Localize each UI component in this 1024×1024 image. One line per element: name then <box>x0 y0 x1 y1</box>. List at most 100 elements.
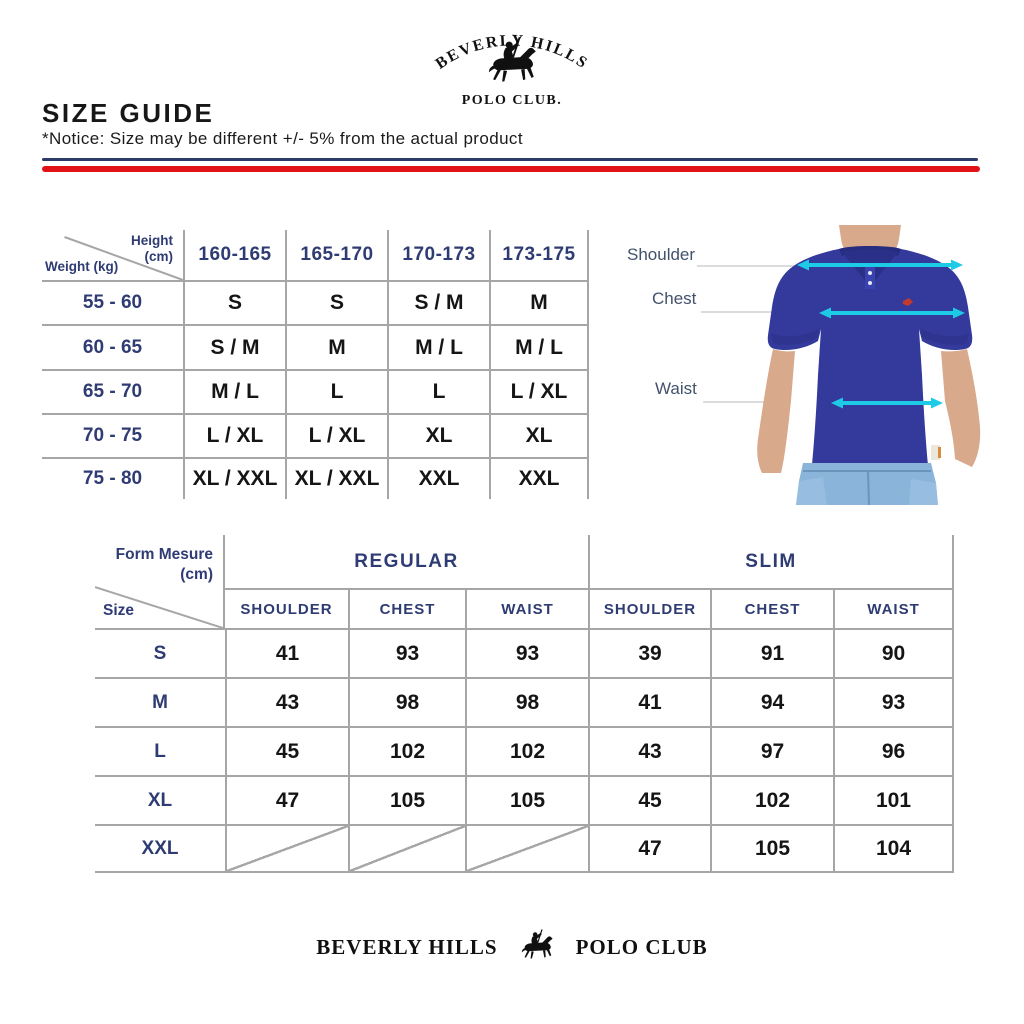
measure-cell: 47 <box>225 775 348 824</box>
height-weight-size-table: Height (cm) Weight (kg) 160-165 165-170 … <box>42 230 589 499</box>
row-header: 55 - 60 <box>42 280 183 324</box>
size-cell: XXL <box>387 457 489 499</box>
size-cell: L / XL <box>489 369 589 413</box>
size-cell: XXL <box>489 457 589 499</box>
footer-brand-left: BEVERLY HILLS <box>316 934 498 959</box>
measure-cell: 96 <box>833 726 954 775</box>
measure-cell: 93 <box>833 677 954 726</box>
measure-cell: 47 <box>588 824 710 873</box>
measure-cell: 104 <box>833 824 954 873</box>
measure-cell: 39 <box>588 628 710 677</box>
measure-cell: 105 <box>348 775 465 824</box>
measure-cell: 102 <box>710 775 833 824</box>
shoulder-label: Shoulder <box>627 245 696 264</box>
column-header: 160-165 <box>183 230 285 280</box>
size-cell: M / L <box>387 324 489 369</box>
size-cell: XL <box>387 413 489 457</box>
measure-cell: 90 <box>833 628 954 677</box>
column-header: 165-170 <box>285 230 387 280</box>
measure-cell: 94 <box>710 677 833 726</box>
axis-weight-label: Weight (kg) <box>45 259 119 274</box>
polo-player-icon <box>514 928 560 966</box>
chest-leader-line <box>701 311 797 313</box>
measure-cell: 41 <box>588 677 710 726</box>
measure-column-header: WAIST <box>465 590 588 628</box>
measure-cell: 98 <box>348 677 465 726</box>
size-cell: M / L <box>183 369 285 413</box>
size-cell: L / XL <box>285 413 387 457</box>
size-row-header: XL <box>95 775 225 824</box>
form-measure-table: Form Mesure (cm) Size REGULAR SLIM SHOUL… <box>95 535 954 873</box>
shoulder-arrow-icon <box>797 259 963 271</box>
measure-cell: 98 <box>465 677 588 726</box>
measure-cell: 105 <box>710 824 833 873</box>
size-cell: XL / XXL <box>285 457 387 499</box>
size-cell: L / XL <box>183 413 285 457</box>
brand-wordmark: POLO CLUB. <box>462 93 563 108</box>
notice-text: *Notice: Size may be different +/- 5% fr… <box>42 129 523 148</box>
measure-cell: 45 <box>588 775 710 824</box>
fit-group-header-regular: REGULAR <box>225 535 588 590</box>
axis-height-text: Height <box>131 233 173 248</box>
size-axis-label: Size <box>103 602 135 619</box>
diagonal-divider <box>42 230 183 280</box>
size-cell: L <box>387 369 489 413</box>
chest-logo-mark <box>903 298 913 306</box>
measure-cell: 101 <box>833 775 954 824</box>
size-cell: M <box>285 324 387 369</box>
measure-cell: 105 <box>465 775 588 824</box>
size-cell: L <box>285 369 387 413</box>
measure-column-header: WAIST <box>833 590 954 628</box>
size-cell: XL <box>489 413 589 457</box>
row-header: 65 - 70 <box>42 369 183 413</box>
measure-cell-na <box>348 824 465 873</box>
shoulder-leader-line <box>697 265 797 267</box>
axis-height-label: Height (cm) <box>131 233 173 265</box>
measure-cell: 91 <box>710 628 833 677</box>
page-title: SIZE GUIDE <box>42 98 215 128</box>
polo-shirt-model-image <box>757 225 981 505</box>
chest-arrow-icon <box>819 307 965 319</box>
size-cell: M / L <box>489 324 589 369</box>
waist-arrow-icon <box>831 397 943 409</box>
size-row-header: S <box>95 628 225 677</box>
size-row-header: XXL <box>95 824 225 873</box>
measure-cell: 93 <box>465 628 588 677</box>
size-cell: S <box>285 280 387 324</box>
measure-cell: 45 <box>225 726 348 775</box>
column-header: 173-175 <box>489 230 589 280</box>
row-header: 75 - 80 <box>42 457 183 499</box>
brand-logo-graphic: BEVERLY HILLS POLO CLUB. <box>433 32 590 108</box>
axis-corner-cell: Height (cm) Weight (kg) <box>42 230 183 280</box>
measure-cell: 93 <box>348 628 465 677</box>
measure-cell-na <box>465 824 588 873</box>
chest-label: Chest <box>652 289 697 308</box>
waist-leader-line <box>703 401 769 403</box>
size-row-header: M <box>95 677 225 726</box>
form-measure-unit: (cm) <box>180 566 213 583</box>
measure-cell: 41 <box>225 628 348 677</box>
row-header: 60 - 65 <box>42 324 183 369</box>
measure-cell: 43 <box>225 677 348 726</box>
waist-label: Waist <box>655 379 697 398</box>
form-measure-text: Form Mesure <box>115 546 213 563</box>
size-row-header: L <box>95 726 225 775</box>
measure-cell: 43 <box>588 726 710 775</box>
size-cell: S / M <box>387 280 489 324</box>
size-cell: S / M <box>183 324 285 369</box>
row-header: 70 - 75 <box>42 413 183 457</box>
diagonal-divider <box>95 535 223 628</box>
measure-column-header: SHOULDER <box>588 590 710 628</box>
measure-corner-cell: Form Mesure (cm) Size <box>95 535 225 628</box>
measure-column-header: SHOULDER <box>240 600 333 618</box>
size-cell: M <box>489 280 589 324</box>
divider-red <box>42 166 980 172</box>
footer-brand: BEVERLY HILLS POLO CLUB <box>0 928 1024 966</box>
size-cell: S <box>183 280 285 324</box>
measurement-figure: Shoulder Chest Waist <box>615 225 1020 505</box>
brand-logo: BEVERLY HILLS POLO CLUB. <box>402 12 622 108</box>
axis-height-unit: (cm) <box>144 249 173 264</box>
measure-cell: 97 <box>710 726 833 775</box>
divider-navy <box>42 158 978 161</box>
